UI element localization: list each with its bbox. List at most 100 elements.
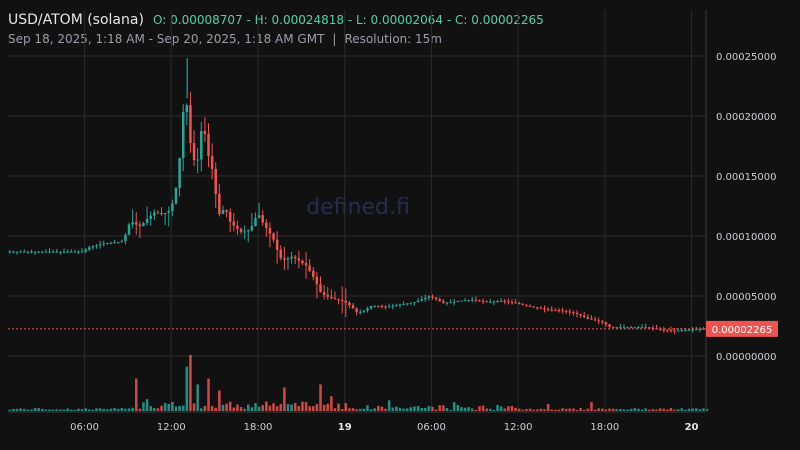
candle-body: [153, 212, 156, 216]
volume-bar: [438, 405, 441, 411]
candle-body: [185, 105, 189, 113]
volume-bar: [120, 408, 124, 411]
volume-bar: [91, 409, 95, 411]
volume-bar: [369, 409, 373, 411]
volume-bar: [601, 408, 604, 411]
last-price-marker: 0.00002265: [8, 320, 778, 337]
volume-bar: [658, 408, 662, 411]
candle-body: [572, 312, 575, 314]
volume-bar: [377, 405, 380, 411]
candle-body: [517, 303, 521, 305]
candle-body: [604, 322, 608, 325]
candle-body: [467, 299, 470, 301]
last-price-tag: [706, 320, 778, 337]
volume-bar: [586, 408, 590, 411]
candle-body: [470, 299, 474, 301]
volume-bar: [416, 406, 420, 411]
candle-body: [391, 305, 395, 307]
candle-body: [171, 203, 174, 212]
volume-bar: [113, 408, 116, 411]
volume-bar: [684, 409, 687, 411]
candle-body: [629, 327, 633, 329]
volume-bar: [517, 408, 521, 411]
volume-bar: [629, 408, 633, 411]
volume-bar: [301, 401, 304, 411]
volume-bar: [153, 407, 156, 411]
candle-body: [496, 301, 499, 303]
candle-body: [420, 299, 423, 301]
candle-body: [51, 251, 55, 253]
volume-bar: [510, 406, 514, 411]
candle-body: [489, 301, 492, 303]
volume-bar: [424, 407, 427, 411]
candle-body: [261, 215, 264, 223]
candle-body: [163, 212, 167, 215]
volume-bar: [362, 408, 366, 411]
volume-bar: [344, 402, 348, 411]
candle-body: [409, 302, 413, 304]
candle-body: [680, 330, 684, 332]
candle-body: [308, 265, 311, 271]
candle-body: [73, 251, 77, 253]
candle-body: [149, 215, 152, 219]
volume-bar: [442, 405, 445, 411]
volume-bar: [51, 409, 55, 411]
candle-body: [225, 210, 228, 212]
volume-bar: [22, 409, 26, 411]
volume-bar: [272, 403, 275, 411]
axes: 0.00000000 0.00005000 0.00010000 0.00015000…: [8, 10, 776, 433]
volume-bar: [98, 408, 102, 411]
volume-bar: [470, 408, 474, 411]
candle-body: [272, 233, 275, 240]
candle-body: [301, 260, 304, 264]
volume-bar: [196, 384, 199, 411]
y-tick-label: 0.00015000: [716, 172, 776, 183]
volume-bar: [604, 409, 608, 411]
volume-bar: [221, 404, 225, 411]
candle-body: [218, 194, 221, 214]
candle-body: [503, 300, 507, 302]
volume-bar: [268, 405, 272, 411]
candle-body: [214, 169, 218, 194]
candle-body: [304, 263, 308, 266]
candle-body: [59, 251, 62, 253]
volume-bar: [333, 408, 337, 411]
volume-bar: [590, 402, 593, 411]
candle-body: [290, 256, 293, 259]
volume-bar: [507, 406, 510, 411]
volume-bar: [265, 401, 268, 411]
x-tick-label: 06:00: [70, 422, 99, 433]
candle-body: [582, 315, 586, 317]
volume-bar: [543, 409, 546, 411]
volume-bar: [167, 403, 171, 411]
volume-bar: [413, 406, 416, 411]
candle-body: [348, 302, 351, 306]
volume-bar: [637, 408, 640, 411]
candle-body: [84, 249, 87, 252]
volume-bar: [431, 406, 434, 411]
volume-bar: [297, 405, 301, 411]
candle-body: [478, 300, 481, 302]
volume-bar: [702, 408, 705, 411]
candle-body: [669, 330, 673, 332]
y-tick-label: 0.00005000: [716, 292, 776, 303]
volume-bar: [246, 404, 250, 411]
volume-bar: [564, 408, 568, 411]
volume-bar: [142, 402, 145, 411]
candle-body: [402, 303, 405, 305]
volume-bar: [257, 406, 261, 411]
volume-bar: [409, 407, 413, 411]
candle-body: [499, 300, 503, 302]
candle-body: [640, 327, 644, 329]
candle-body: [160, 212, 163, 215]
volume-bar: [174, 406, 178, 411]
candle-body: [626, 327, 629, 329]
candle-body: [167, 211, 171, 213]
volume-bar: [561, 408, 564, 411]
candle-body: [19, 251, 22, 253]
volume-bar: [62, 409, 66, 411]
candle-body: [131, 222, 134, 225]
candle-body: [351, 305, 355, 309]
candle-body: [30, 251, 33, 253]
